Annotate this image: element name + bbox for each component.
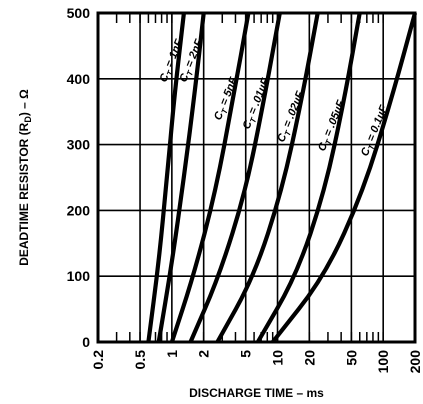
curve-label-1-sub: T	[185, 68, 196, 77]
curve-series-1	[156, 12, 206, 343]
curve-label-2: CT = 5nF	[212, 76, 242, 123]
y-axis-title-tail: ) – Ω	[17, 89, 31, 116]
curve-label-0-sub: T	[165, 68, 176, 77]
x-tick-label-7: 50	[343, 350, 359, 366]
curve-label-5-sub: T	[324, 137, 335, 146]
curve-label-1-value: = 2nF	[182, 38, 205, 73]
curve-label-4-sub: T	[283, 128, 294, 137]
x-tick-label-2: 1	[164, 350, 180, 358]
x-tick-label-8: 100	[375, 350, 391, 374]
x-tick-label-9: 200	[407, 350, 423, 374]
y-tick-label-0: 0	[82, 334, 90, 350]
curve-label-5-value: = .05µF	[321, 98, 348, 141]
y-axis-title-main: DEADTIME RESISTOR (R	[17, 122, 31, 265]
y-tick-label-5: 500	[67, 5, 91, 21]
x-tick-label-1: 0.5	[132, 350, 148, 370]
y-axis-title: DEADTIME RESISTOR (RD) – Ω	[17, 89, 33, 266]
curve-series-3	[188, 12, 282, 343]
curve-label-4-value: = .02µF	[280, 89, 307, 132]
y-tick-label-2: 200	[67, 202, 91, 218]
curve-series-5	[255, 12, 362, 344]
y-tick-labels: 0 100 200 300 400 500	[67, 5, 91, 350]
y-tick-label-4: 400	[67, 71, 91, 87]
x-tick-label-0: 0.2	[90, 350, 106, 370]
x-tick-label-6: 20	[301, 350, 317, 366]
curve-label-3-sub: T	[248, 115, 259, 124]
x-axis-title: DISCHARGE TIME – ms	[189, 386, 324, 400]
curves	[146, 12, 418, 344]
y-tick-label-1: 100	[67, 268, 91, 284]
x-tick-label-5: 10	[270, 350, 286, 366]
curve-series-0	[146, 12, 186, 343]
plot-frame	[96, 11, 417, 344]
curve-series-4	[215, 12, 320, 344]
curve-label-2-sub: T	[220, 106, 231, 115]
curve-label-2-value: = 5nF	[217, 76, 240, 111]
y-axis-title-sub: D	[23, 116, 33, 123]
curve-label-6-value: = 0.1µF	[364, 103, 391, 146]
curve-label-3-value: = .01µF	[245, 76, 272, 119]
curve-series-2	[169, 12, 251, 343]
x-tick-label-3: 2	[196, 350, 212, 358]
x-tick-label-4: 5	[238, 350, 254, 358]
curve-label-6-sub: T	[367, 142, 378, 151]
x-tick-labels: 0.2 0.5 1 2 5 10 20 50 100 200	[90, 350, 423, 374]
y-tick-label-3: 300	[67, 137, 91, 153]
curve-series-6	[271, 12, 418, 344]
